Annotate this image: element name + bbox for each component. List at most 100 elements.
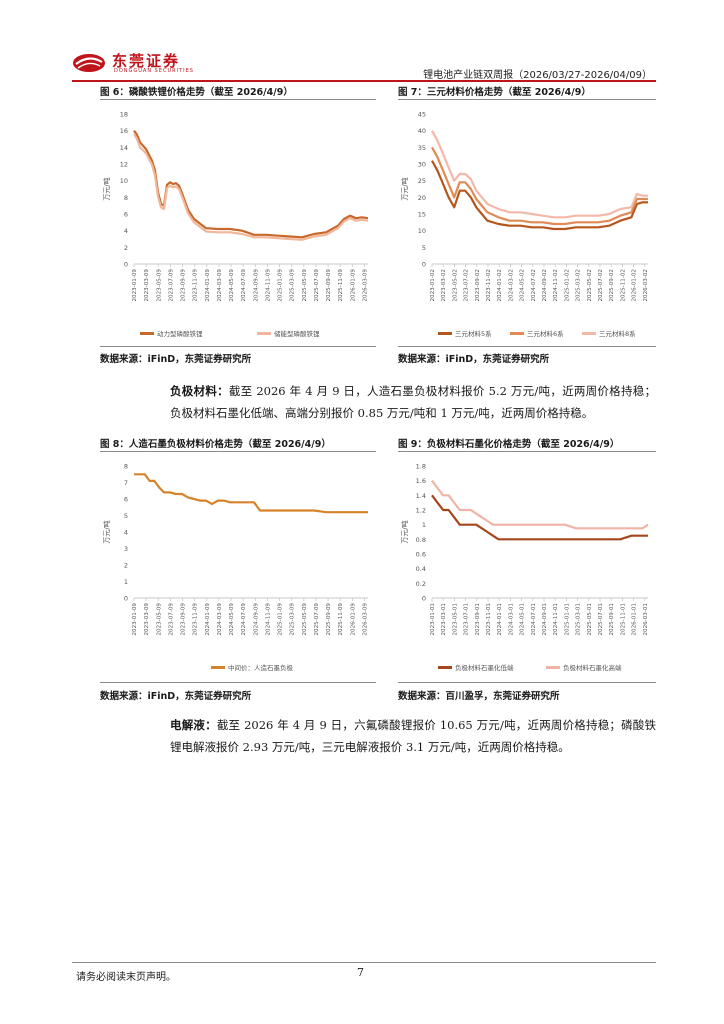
legend-label: 动力型磷酸铁锂: [157, 329, 203, 338]
x-tick-label: 2026-03-09: [362, 269, 368, 302]
x-tick-label: 2025-01-01: [564, 603, 570, 636]
x-tick-label: 2023-05-02: [452, 269, 458, 302]
y-tick-label: 15: [418, 211, 426, 219]
paragraph-label: 负极材料：: [170, 384, 229, 398]
figure-source: 数据来源：百川盈孚，东莞证券研究所: [398, 691, 560, 702]
x-tick-label: 2023-05-01: [452, 603, 458, 636]
x-tick-label: 2024-03-09: [217, 269, 223, 302]
x-tick-label: 2026-03-09: [362, 603, 368, 636]
x-tick-label: 2024-11-01: [553, 603, 559, 636]
x-tick-label: 2025-09-09: [326, 269, 332, 302]
y-tick-label: 25: [418, 177, 426, 185]
figure-title: 图 6：磷酸铁锂价格走势（截至 2026/4/9）: [100, 87, 293, 98]
x-tick-label: 2024-07-09: [241, 269, 247, 302]
x-tick-label: 2023-05-09: [156, 603, 162, 636]
y-tick-label: 0: [124, 261, 128, 269]
footer-divider: [72, 962, 656, 963]
series-line-1: [431, 146, 648, 226]
x-tick-label: 2025-03-01: [576, 603, 582, 636]
x-tick-label: 2023-01-09: [132, 603, 138, 636]
figure-bottom-rule: [398, 682, 656, 683]
x-tick-label: 2024-11-02: [553, 269, 559, 302]
paragraph-text: 截至 2026 年 4 月 9 日，人造石墨负极材料报价 5.2 万元/吨，近两…: [170, 384, 657, 420]
y-tick-label: 0: [422, 595, 426, 603]
header-divider: [72, 80, 656, 82]
x-tick-label: 2025-05-09: [302, 269, 308, 302]
y-tick-label: 4: [124, 529, 128, 537]
company-logo: 东莞证券 DONGGUAN SECURITIES: [72, 50, 212, 76]
y-tick-label: 0: [124, 595, 128, 603]
anode-paragraph: 负极材料：截至 2026 年 4 月 9 日，人造石墨负极材料报价 5.2 万元…: [170, 380, 656, 424]
x-tick-label: 2024-07-09: [241, 603, 247, 636]
x-tick-label: 2025-01-09: [278, 603, 284, 636]
x-tick-label: 2023-03-09: [144, 269, 150, 302]
x-tick-label: 2023-07-02: [464, 269, 470, 302]
y-tick-label: 10: [418, 227, 426, 235]
legend-label: 三元材料5系: [455, 329, 492, 338]
y-tick-label: 20: [418, 194, 426, 202]
legend-label: 储能型磷酸铁锂: [274, 329, 320, 338]
x-tick-label: 2024-07-02: [531, 269, 537, 302]
y-tick-label: 40: [418, 127, 426, 135]
x-tick-label: 2025-01-02: [564, 269, 570, 302]
x-tick-label: 2026-01-09: [350, 603, 356, 636]
x-tick-label: 2023-01-01: [430, 603, 436, 636]
figure-top-rule: [100, 99, 376, 100]
x-tick-label: 2025-03-09: [290, 269, 296, 302]
x-tick-label: 2025-11-01: [620, 603, 626, 636]
y-tick-label: 1.6: [416, 477, 426, 485]
figure-top-rule: [398, 99, 656, 100]
series-line-1: [133, 133, 369, 241]
x-tick-label: 2023-05-09: [156, 269, 162, 302]
y-tick-label: 14: [120, 144, 128, 152]
figure-bottom-rule: [100, 682, 376, 683]
y-tick-label: 5: [422, 244, 426, 252]
series-line-1: [431, 480, 649, 530]
page-number: 7: [357, 966, 364, 979]
x-tick-label: 2023-03-02: [441, 269, 447, 302]
figure-top-rule: [100, 451, 376, 452]
logo-text-en: DONGGUAN SECURITIES: [114, 68, 194, 74]
y-tick-label: 3: [124, 545, 128, 553]
y-tick-label: 0.6: [416, 551, 426, 559]
y-tick-label: 1.2: [416, 507, 426, 515]
y-tick-label: 8: [124, 194, 128, 202]
y-tick-label: 0: [422, 261, 426, 269]
paragraph-label: 电解液：: [170, 718, 217, 732]
x-tick-label: 2023-07-09: [168, 269, 174, 302]
figure-8: 图 8：人造石墨负极材料价格走势（截至 2026/4/9） 万元/吨 0 1 2 3 4 5…: [100, 436, 376, 708]
x-tick-label: 2026-01-01: [632, 603, 638, 636]
y-tick-label: 6: [124, 211, 128, 219]
legend-label: 负极材料石墨化低端: [455, 663, 514, 672]
y-tick-label: 1: [422, 521, 426, 529]
y-tick-label: 5: [124, 512, 128, 520]
x-tick-label: 2025-05-02: [587, 269, 593, 302]
series-line-0: [133, 130, 369, 239]
x-tick-label: 2024-05-09: [229, 603, 235, 636]
x-tick-label: 2025-07-01: [598, 603, 604, 636]
x-tick-label: 2024-11-09: [265, 603, 271, 636]
lfp-price-chart: 万元/吨 0 2 4 6 8 10 12 14 16 18 2023-01-09 2023-03-09 2…: [102, 111, 369, 339]
x-tick-label: 2024-09-02: [542, 269, 548, 302]
x-tick-label: 2023-09-09: [181, 269, 187, 302]
x-tick-label: 2025-07-02: [598, 269, 604, 302]
x-tick-label: 2025-03-02: [576, 269, 582, 302]
figure-title: 图 8：人造石墨负极材料价格走势（截至 2026/4/9）: [100, 439, 331, 450]
x-tick-label: 2023-01-09: [132, 269, 138, 302]
x-tick-label: 2026-03-02: [643, 269, 649, 302]
y-tick-label: 45: [418, 111, 426, 119]
series-line-0: [431, 494, 648, 541]
x-tick-label: 2025-05-09: [302, 603, 308, 636]
y-tick-label: 2: [124, 244, 128, 252]
y-tick-label: 12: [120, 161, 128, 169]
y-tick-label: 10: [120, 177, 128, 185]
x-tick-label: 2023-11-09: [193, 269, 199, 302]
paragraph-text: 截至 2026 年 4 月 9 日，六氟磷酸锂报价 10.65 万元/吨，近两周…: [170, 718, 657, 754]
x-tick-label: 2025-11-09: [338, 269, 344, 302]
x-tick-label: 2024-11-09: [265, 269, 271, 302]
graphitization-price-chart: 万元/吨 0 0.2 0.4 0.6 0.8 1 1.2 1.4 1.6 1.8 2023-01-01…: [400, 463, 649, 673]
y-tick-label: 2: [124, 562, 128, 570]
x-tick-label: 2024-03-09: [217, 603, 223, 636]
y-axis-label: 万元/吨: [102, 520, 111, 543]
y-tick-label: 1: [124, 578, 128, 586]
